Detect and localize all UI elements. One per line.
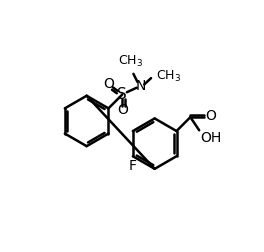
Text: O: O bbox=[117, 103, 128, 117]
Text: F: F bbox=[129, 159, 137, 173]
Text: S: S bbox=[117, 87, 127, 102]
Text: CH$_3$: CH$_3$ bbox=[118, 54, 143, 69]
Text: O: O bbox=[103, 77, 114, 91]
Text: N: N bbox=[135, 79, 146, 93]
Text: CH$_3$: CH$_3$ bbox=[155, 69, 181, 84]
Text: OH: OH bbox=[200, 131, 221, 145]
Text: O: O bbox=[205, 109, 216, 123]
